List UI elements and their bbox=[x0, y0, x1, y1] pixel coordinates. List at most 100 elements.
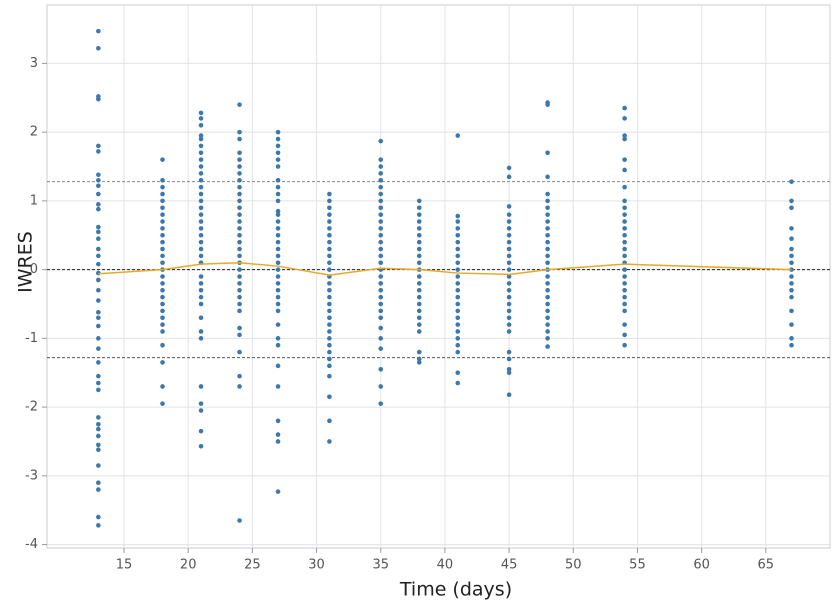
point bbox=[198, 171, 204, 176]
point bbox=[622, 157, 627, 162]
point bbox=[455, 349, 461, 355]
point bbox=[275, 336, 281, 341]
point bbox=[327, 287, 332, 293]
point bbox=[275, 294, 281, 300]
point bbox=[378, 401, 384, 406]
point bbox=[416, 226, 422, 231]
point bbox=[237, 232, 242, 238]
point bbox=[416, 260, 422, 266]
point bbox=[275, 301, 281, 307]
point bbox=[455, 232, 461, 238]
point bbox=[237, 274, 242, 279]
point bbox=[96, 261, 101, 267]
point bbox=[455, 226, 461, 231]
point bbox=[198, 294, 204, 300]
point bbox=[622, 322, 627, 327]
point bbox=[160, 198, 165, 204]
point bbox=[96, 149, 101, 154]
point bbox=[198, 191, 204, 197]
point bbox=[416, 219, 422, 224]
point bbox=[237, 308, 242, 314]
point bbox=[789, 274, 794, 279]
point bbox=[198, 315, 204, 321]
point bbox=[545, 260, 550, 266]
point bbox=[455, 322, 461, 327]
point bbox=[327, 239, 332, 245]
point bbox=[96, 463, 101, 468]
point bbox=[789, 253, 794, 259]
point bbox=[96, 487, 101, 492]
point bbox=[378, 171, 384, 176]
point bbox=[545, 308, 550, 314]
point bbox=[160, 322, 165, 327]
point bbox=[416, 281, 422, 286]
point bbox=[237, 239, 242, 245]
point bbox=[327, 267, 332, 272]
point bbox=[506, 165, 512, 171]
point bbox=[275, 226, 281, 231]
point bbox=[198, 443, 204, 449]
point bbox=[327, 191, 332, 197]
point bbox=[378, 164, 384, 169]
point bbox=[198, 336, 204, 341]
point bbox=[160, 301, 165, 307]
point bbox=[327, 232, 332, 238]
point bbox=[622, 342, 627, 348]
point bbox=[378, 301, 384, 307]
point bbox=[96, 523, 101, 528]
point bbox=[506, 253, 512, 259]
point bbox=[378, 281, 384, 286]
point bbox=[622, 332, 627, 338]
point bbox=[160, 281, 165, 286]
point bbox=[327, 301, 332, 307]
point bbox=[455, 133, 461, 138]
point bbox=[378, 346, 384, 351]
point bbox=[275, 136, 281, 142]
point bbox=[237, 253, 242, 259]
point bbox=[327, 253, 332, 259]
point bbox=[160, 294, 165, 300]
point bbox=[545, 226, 550, 231]
point bbox=[96, 309, 101, 315]
point bbox=[455, 213, 461, 219]
y-tick-label: -1 bbox=[25, 331, 38, 346]
point bbox=[275, 287, 281, 293]
point bbox=[160, 360, 165, 365]
point bbox=[275, 384, 281, 389]
point bbox=[160, 384, 165, 389]
point bbox=[96, 442, 101, 448]
point bbox=[198, 157, 204, 162]
point bbox=[198, 212, 204, 217]
point bbox=[622, 212, 627, 217]
point bbox=[416, 253, 422, 259]
point bbox=[160, 260, 165, 266]
point bbox=[237, 332, 242, 338]
point bbox=[622, 246, 627, 252]
point bbox=[275, 342, 281, 348]
point bbox=[198, 253, 204, 259]
point bbox=[275, 246, 281, 252]
point bbox=[506, 239, 512, 245]
point bbox=[96, 336, 101, 341]
point bbox=[275, 143, 281, 149]
point bbox=[455, 253, 461, 259]
point bbox=[455, 281, 461, 286]
point bbox=[416, 274, 422, 279]
point bbox=[327, 281, 332, 286]
point bbox=[198, 428, 204, 434]
point bbox=[237, 191, 242, 197]
point bbox=[378, 384, 384, 389]
point bbox=[160, 177, 165, 183]
point bbox=[198, 274, 204, 279]
point bbox=[96, 177, 101, 183]
point bbox=[545, 174, 550, 180]
point bbox=[96, 480, 101, 486]
point bbox=[506, 212, 512, 217]
point bbox=[545, 198, 550, 204]
point bbox=[275, 363, 281, 369]
point bbox=[416, 212, 422, 217]
point bbox=[378, 366, 384, 372]
point bbox=[275, 157, 281, 162]
point bbox=[506, 287, 512, 293]
point bbox=[96, 253, 101, 259]
